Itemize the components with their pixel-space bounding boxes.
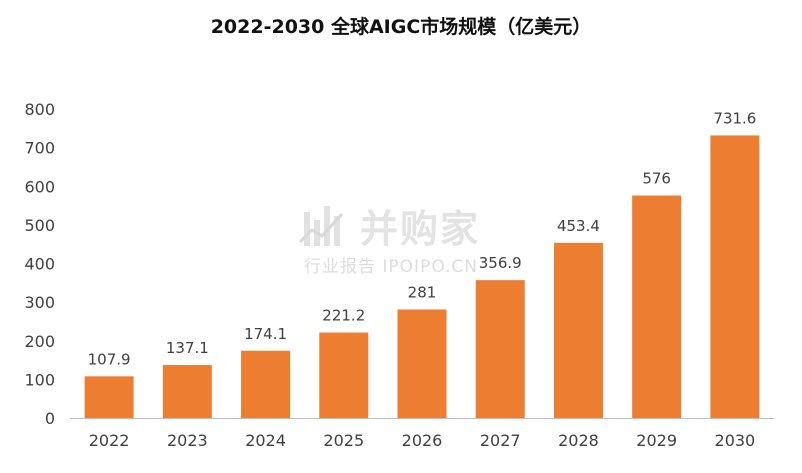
x-tick-label: 2026 — [402, 431, 443, 450]
data-label: 107.9 — [88, 350, 131, 368]
y-tick-label: 400 — [24, 255, 55, 274]
watermark-sub-text: 行业报告 IPOIPO.CN — [304, 257, 478, 277]
data-label: 453.4 — [557, 217, 600, 235]
x-tick-label: 2029 — [636, 431, 677, 450]
y-tick-label: 0 — [45, 409, 55, 428]
data-label: 174.1 — [244, 325, 287, 343]
data-label: 221.2 — [322, 307, 365, 325]
y-axis-ticks: 0 100 200 300 400 500 600 700 800 — [24, 100, 55, 428]
watermark: 并购家 行业报告 IPOIPO.CN — [298, 198, 513, 278]
data-label: 356.9 — [479, 254, 522, 272]
bar — [632, 195, 682, 418]
y-tick-label: 200 — [24, 332, 55, 351]
x-tick-label: 2027 — [480, 431, 521, 450]
y-tick-label: 700 — [24, 139, 55, 158]
x-tick-label: 2030 — [715, 431, 756, 450]
watermark-main-text: 并购家 — [360, 207, 481, 251]
x-tick-label: 2022 — [89, 431, 130, 450]
data-label: 576 — [642, 170, 671, 188]
bar — [162, 365, 212, 418]
bar — [84, 376, 134, 418]
y-tick-label: 100 — [24, 370, 55, 389]
bar — [553, 242, 603, 418]
x-tick-label: 2028 — [558, 431, 599, 450]
bar — [710, 135, 760, 418]
bar — [475, 280, 525, 418]
x-tick-label: 2024 — [245, 431, 286, 450]
bars — [84, 135, 760, 418]
y-tick-label: 500 — [24, 216, 55, 235]
value-labels: 107.9 137.1 174.1 221.2 281 356.9 453.4 576 731.… — [88, 109, 757, 368]
x-tick-label: 2025 — [323, 431, 364, 450]
y-tick-label: 800 — [24, 100, 55, 119]
bar — [241, 350, 291, 418]
y-tick-label: 300 — [24, 293, 55, 312]
y-tick-label: 600 — [24, 177, 55, 196]
data-label: 281 — [408, 283, 437, 301]
watermark-logo-icon — [298, 206, 344, 246]
data-label: 137.1 — [166, 339, 209, 357]
bar — [319, 332, 369, 418]
x-axis-ticks: 2022 2023 2024 2025 2026 2027 2028 2029 2030 — [89, 431, 755, 450]
data-label: 731.6 — [713, 109, 756, 127]
chart-title: 2022-2030 全球AIGC市场规模（亿美元） — [210, 16, 592, 38]
bar — [397, 309, 447, 418]
x-tick-label: 2023 — [167, 431, 208, 450]
